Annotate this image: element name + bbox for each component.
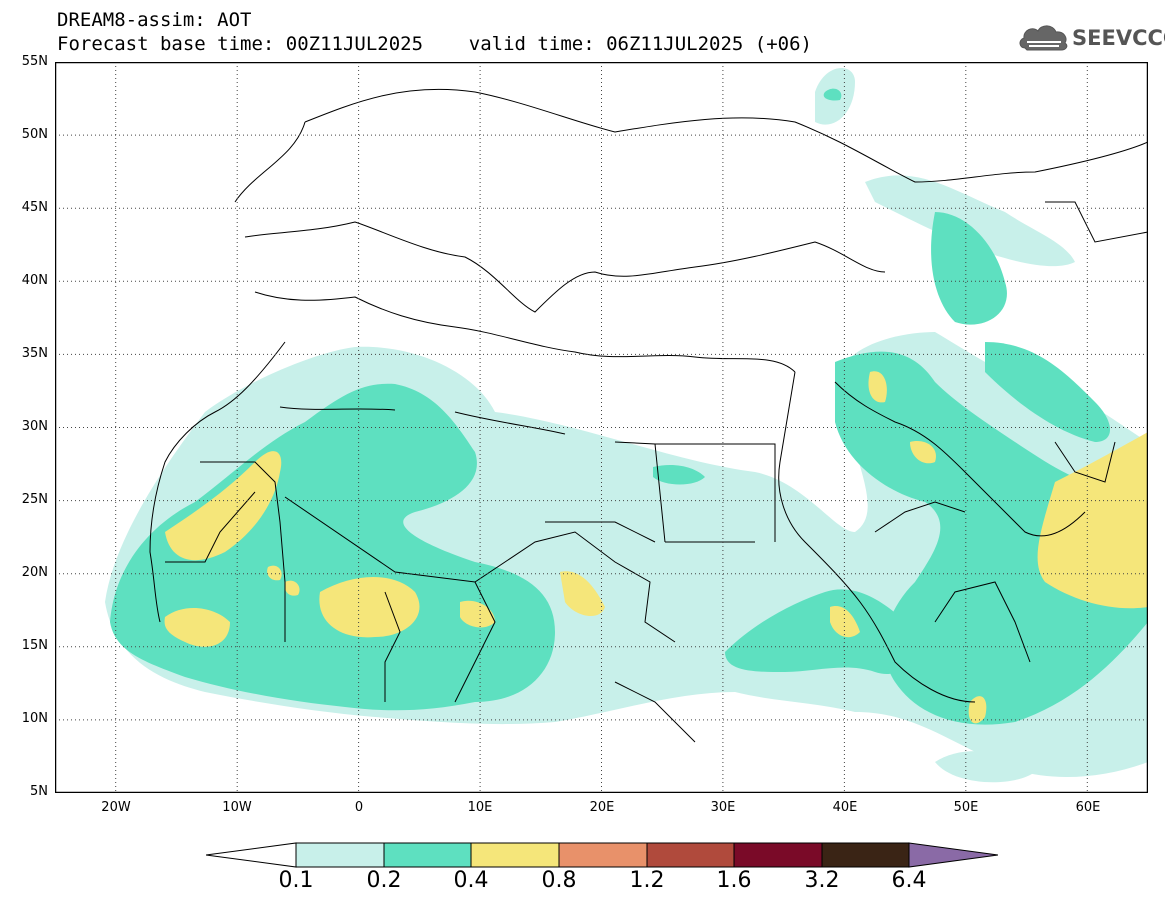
colorbar (206, 842, 998, 868)
lat-label: 45N (21, 200, 48, 215)
map-title: DREAM8-assim: AOT (57, 9, 252, 31)
coastlines (149, 88, 1148, 743)
colorbar-swatch (733, 842, 823, 868)
colorbar-label: 1.2 (629, 868, 665, 893)
colorbar-label: 0.8 (541, 868, 577, 893)
map-frame (55, 62, 1148, 793)
lat-label: 30N (21, 419, 48, 434)
aot-band-0.4 (164, 371, 1148, 724)
seevccc-logo: SEEVCCC (1017, 22, 1165, 60)
colorbar-label: 0.2 (366, 868, 402, 893)
lon-label: 60E (1075, 800, 1101, 815)
aot-map (55, 62, 1148, 793)
colorbar-label: 0.4 (453, 868, 489, 893)
colorbar-label: 3.2 (804, 868, 840, 893)
lon-label: 30E (710, 800, 736, 815)
logo-text: SEEVCCC (1072, 26, 1165, 50)
colorbar-swatch (821, 842, 910, 868)
lat-label: 35N (21, 346, 48, 361)
forecast-time-line: Forecast base time: 00Z11JUL2025 valid t… (57, 33, 812, 55)
colorbar-swatch (295, 842, 385, 868)
colorbar-low-arrow (206, 842, 297, 868)
lon-label: 0 (354, 800, 364, 815)
colorbar-swatch (383, 842, 472, 868)
lat-label: 20N (21, 565, 48, 580)
colorbar-swatch (470, 842, 560, 868)
colorbar-high-arrow (908, 842, 998, 868)
colorbar-label: 6.4 (891, 868, 927, 893)
lon-label: 40E (832, 800, 858, 815)
lat-label: 5N (30, 784, 48, 799)
lat-label: 40N (21, 273, 48, 288)
colorbar-swatch (558, 842, 648, 868)
lon-label: 20E (589, 800, 615, 815)
lon-label: 50E (953, 800, 979, 815)
colorbar-label: 1.6 (716, 868, 752, 893)
lat-label: 55N (21, 54, 48, 69)
colorbar-label: 0.1 (278, 868, 314, 893)
lat-label: 10N (21, 711, 48, 726)
lat-label: 25N (21, 492, 48, 507)
cloud-icon (1019, 25, 1068, 51)
lat-label: 15N (21, 638, 48, 653)
colorbar-swatch (646, 842, 735, 868)
lat-label: 50N (21, 127, 48, 142)
lon-label: 10E (467, 800, 493, 815)
lon-label: 10W (222, 800, 252, 815)
lon-label: 20W (101, 800, 131, 815)
